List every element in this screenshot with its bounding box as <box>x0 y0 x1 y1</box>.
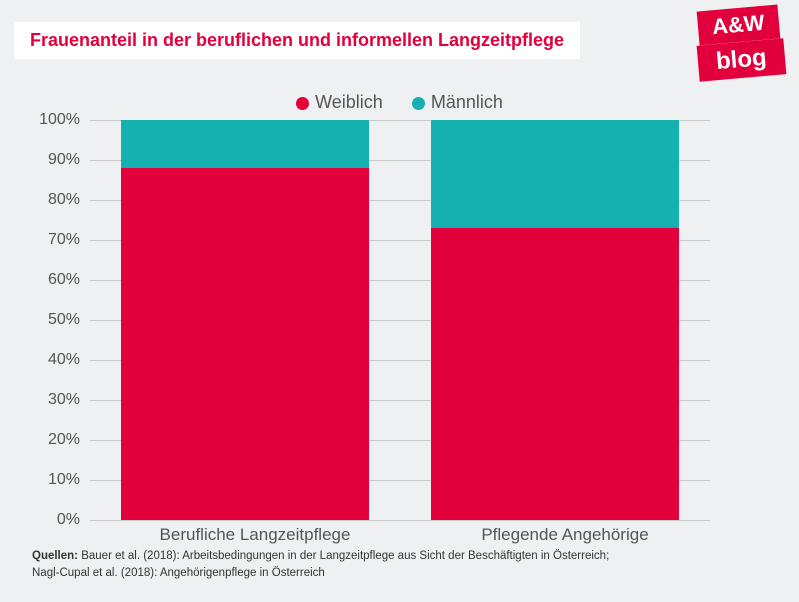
gridline <box>90 520 710 521</box>
y-axis-tick-label: 50% <box>30 311 80 329</box>
category-label: Berufliche Langzeitpflege <box>145 525 365 545</box>
legend-swatch <box>296 97 309 110</box>
legend-label: Männlich <box>431 92 503 112</box>
y-axis-tick-label: 20% <box>30 431 80 449</box>
bar-segment-männlich <box>121 120 369 168</box>
bar-stack <box>431 120 679 520</box>
legend-label: Weiblich <box>315 92 383 112</box>
bar-group <box>121 120 369 520</box>
bar-group <box>431 120 679 520</box>
bar-segment-männlich <box>431 120 679 228</box>
bar-segment-weiblich <box>431 228 679 520</box>
category-label: Pflegende Angehörige <box>455 525 675 545</box>
y-axis-tick-label: 80% <box>30 191 80 209</box>
sources-label: Quellen: <box>32 550 78 562</box>
aw-blog-logo: A&W blog <box>660 6 785 81</box>
legend-item-female: Weiblich <box>296 92 383 113</box>
bar-segment-weiblich <box>121 168 369 520</box>
sources-footer: Quellen: Bauer et al. (2018): Arbeitsbed… <box>32 548 609 583</box>
sources-line1: Bauer et al. (2018): Arbeitsbedingungen … <box>78 550 609 562</box>
y-axis-tick-label: 100% <box>30 111 80 129</box>
y-axis-tick-label: 40% <box>30 351 80 369</box>
y-axis-tick-label: 30% <box>30 391 80 409</box>
y-axis-tick-label: 70% <box>30 231 80 249</box>
bar-stack <box>121 120 369 520</box>
legend-swatch <box>412 97 425 110</box>
bars-area <box>90 120 710 520</box>
y-axis-tick-label: 90% <box>30 151 80 169</box>
sources-line2: Nagl-Cupal et al. (2018): Angehörigenpfl… <box>32 567 325 579</box>
chart-plot-area: 0%10%20%30%40%50%60%70%80%90%100%Berufli… <box>90 120 710 520</box>
chart-title: Frauenanteil in der beruflichen und info… <box>14 22 580 59</box>
y-axis-tick-label: 0% <box>30 511 80 529</box>
y-axis-tick-label: 60% <box>30 271 80 289</box>
legend: Weiblich Männlich <box>0 92 799 113</box>
logo-bottom-text: blog <box>697 38 786 81</box>
legend-item-male: Männlich <box>412 92 503 113</box>
y-axis-tick-label: 10% <box>30 471 80 489</box>
